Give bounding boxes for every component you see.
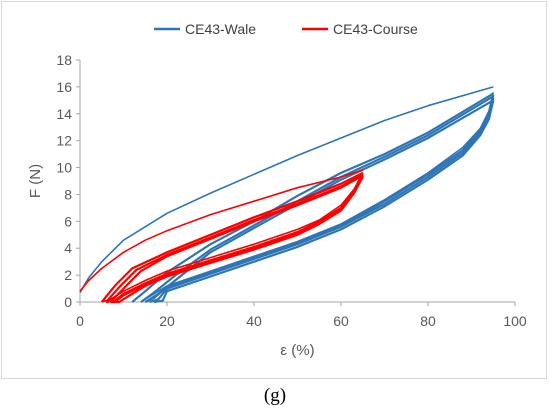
- y-tick-label: 12: [56, 133, 72, 149]
- axes: 0 2 4 6 8 10 12 14 16 18 0 20 40 60 80 100: [56, 52, 526, 329]
- legend-label: CE43-Wale: [185, 21, 256, 37]
- y-axis-title: F (N): [27, 164, 44, 198]
- legend-label: CE43-Course: [333, 21, 418, 37]
- series-line-loading: [100, 171, 364, 303]
- y-tick-label: 16: [56, 79, 72, 95]
- y-tick-label: 4: [64, 240, 72, 256]
- series-line-loading: [105, 173, 364, 303]
- x-tick-label: 80: [420, 313, 436, 329]
- y-tick-label: 18: [56, 52, 72, 68]
- x-tick-label: 60: [333, 313, 349, 329]
- y-tick-label: 6: [64, 213, 72, 229]
- x-axis-title: ε (%): [280, 342, 314, 359]
- x-tick-label: 0: [76, 313, 84, 329]
- series-line-unloading: [114, 176, 364, 304]
- series-line-unloading: [149, 97, 495, 304]
- series-line-unloading: [101, 172, 364, 303]
- series-line-loading: [109, 174, 364, 303]
- series-layer: [79, 86, 495, 304]
- y-tick-label: 0: [64, 294, 72, 310]
- series-line-unloading: [153, 100, 495, 304]
- chart-svg: CE43-Wale CE43-Course 0 2 4 6 8 10 12 14 16 18 0 20 4…: [27, 21, 527, 359]
- x-tick-label: 40: [246, 313, 262, 329]
- series-ce43-course: [79, 169, 364, 304]
- series-line-loading: [144, 99, 494, 303]
- y-tick-label: 2: [64, 267, 72, 283]
- series-line-loading: [79, 86, 494, 294]
- series-line-loading: [140, 95, 494, 303]
- y-tick-label: 14: [56, 106, 72, 122]
- y-tick-label: 10: [56, 160, 72, 176]
- y-tick-label: 8: [64, 186, 72, 202]
- chart-frame: CE43-Wale CE43-Course 0 2 4 6 8 10 12 14 16 18 0 20 4…: [1, 1, 547, 379]
- figure-caption: (g): [263, 385, 287, 406]
- x-tick-label: 20: [159, 313, 175, 329]
- legend: CE43-Wale CE43-Course: [154, 21, 418, 37]
- x-tick-label: 100: [503, 313, 527, 329]
- series-line-loading: [79, 169, 364, 292]
